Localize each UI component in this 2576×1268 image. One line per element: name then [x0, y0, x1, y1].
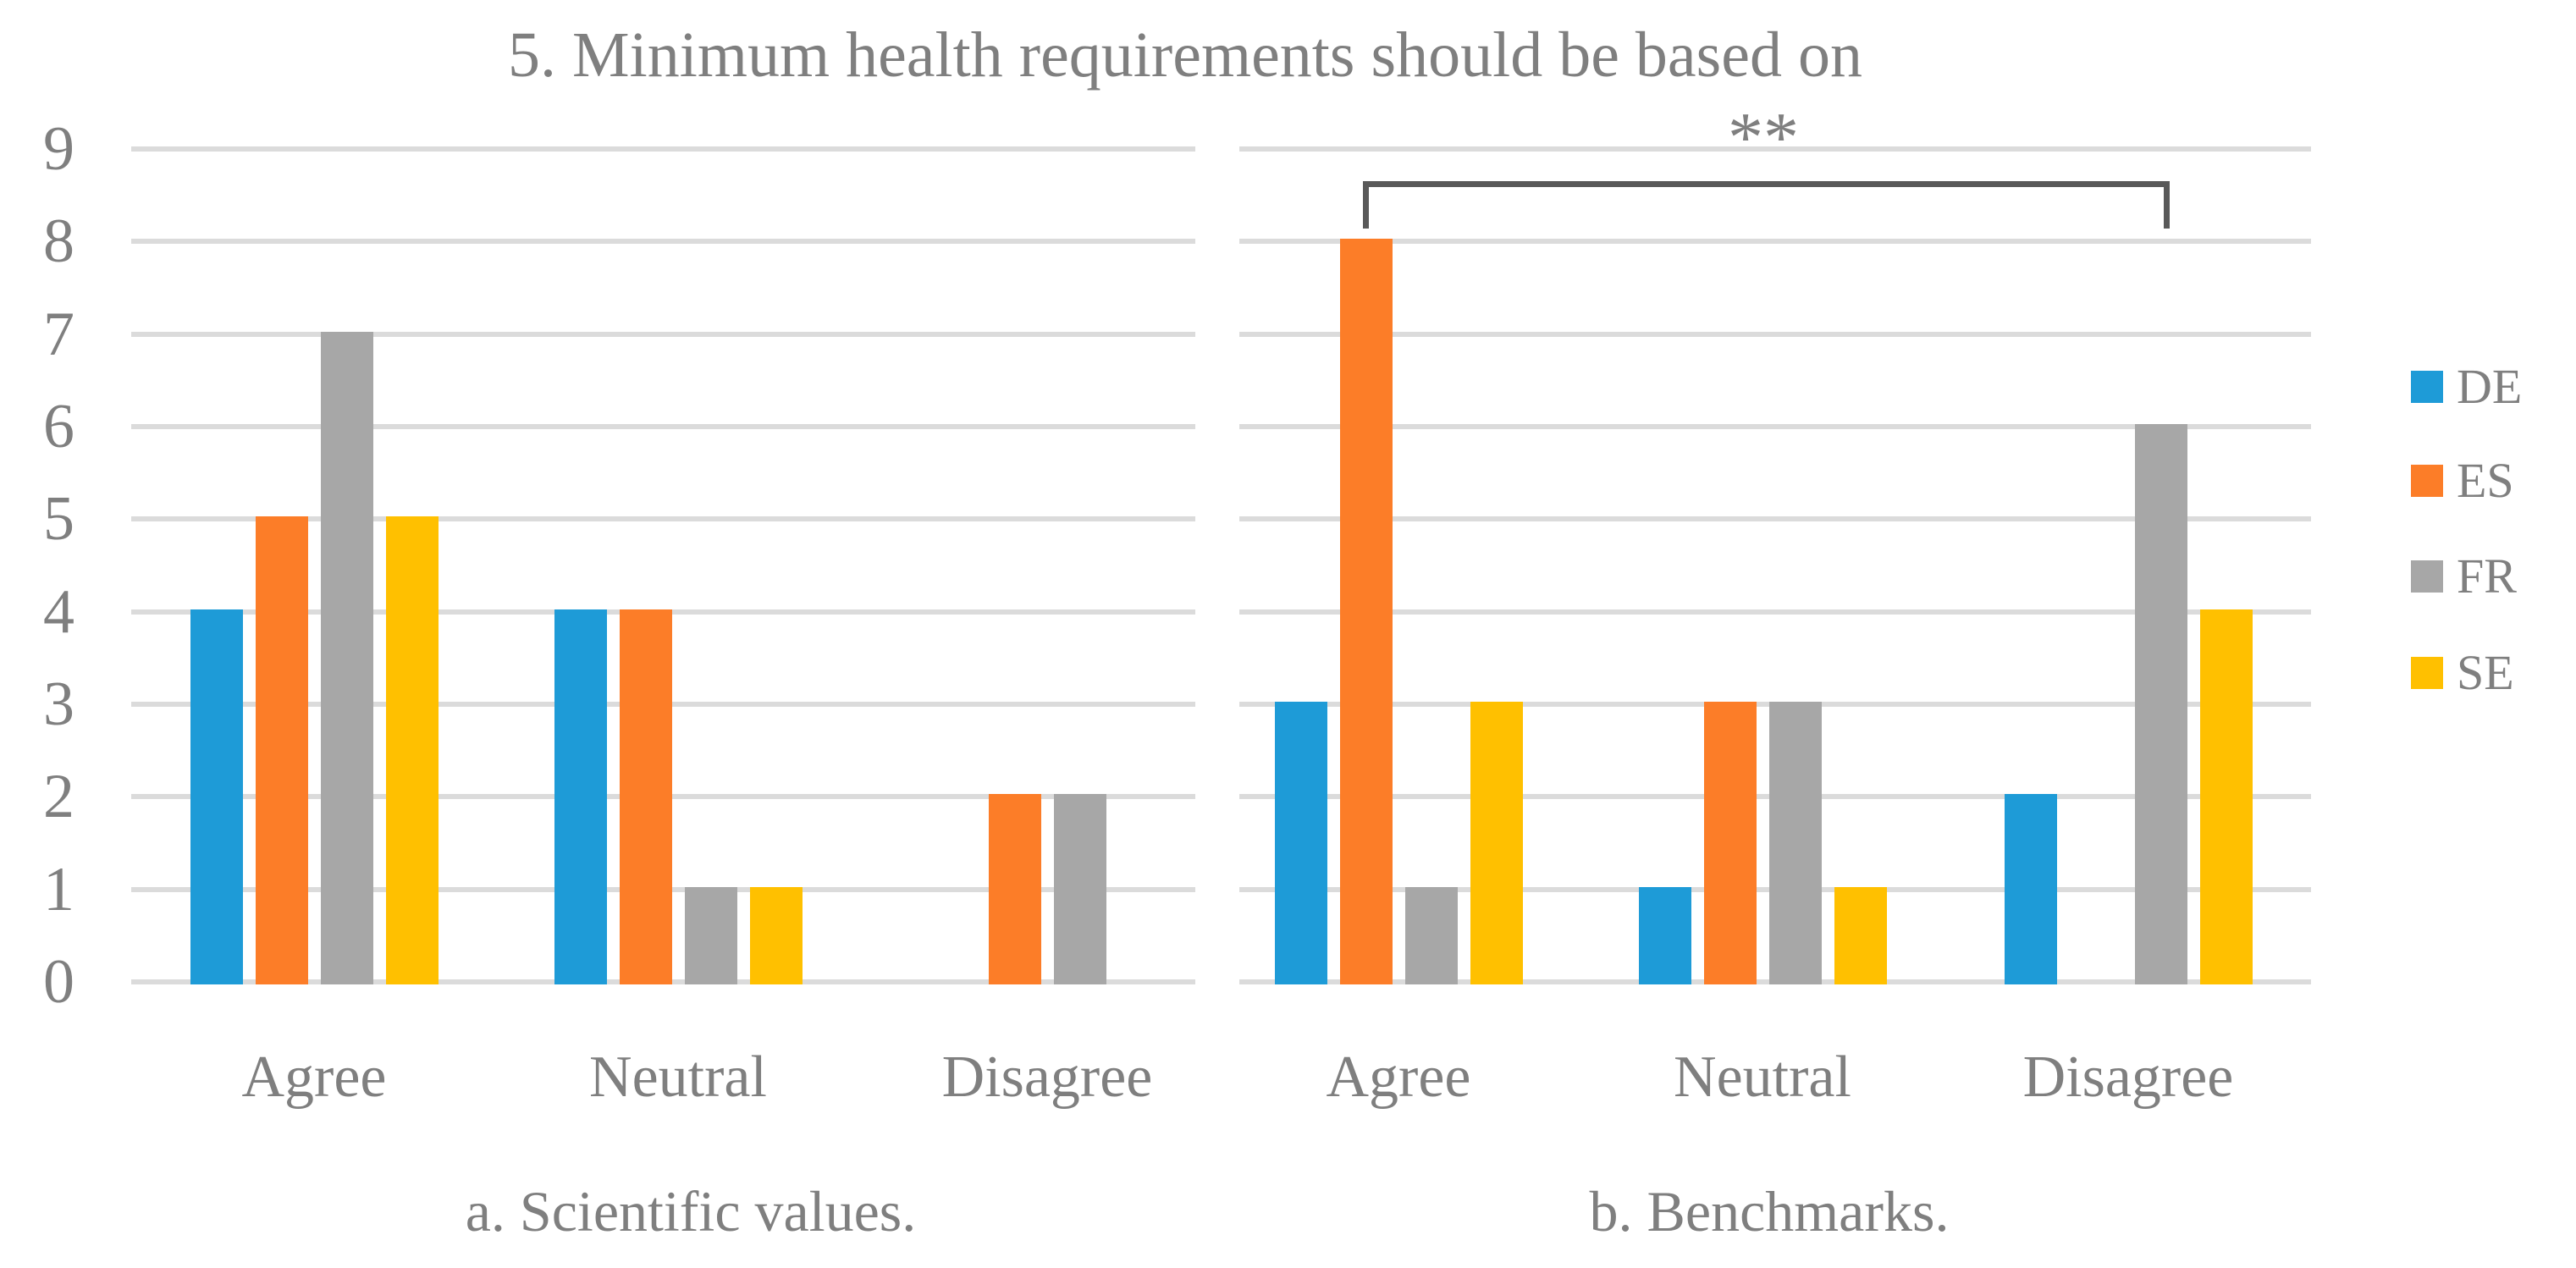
gridline [1239, 609, 2311, 615]
y-axis-tick-label: 8 [43, 207, 74, 277]
bar-DE-agree [1274, 702, 1327, 984]
bar-SE-disagree [2199, 609, 2253, 984]
category-label-neutral: Neutral [1674, 1045, 1851, 1110]
bar-SE-neutral [749, 886, 803, 984]
bar-DE-neutral [1638, 886, 1691, 984]
legend-label-DE: DE [2457, 359, 2523, 414]
y-axis-tick-label: 1 [43, 854, 74, 924]
category-label-disagree: Disagree [941, 1045, 1153, 1110]
y-axis-tick-label: 9 [43, 114, 74, 184]
legend-swatch-FR [2411, 560, 2443, 593]
bar-DE-disagree [2004, 794, 2057, 984]
legend-label-SE: SE [2457, 645, 2514, 700]
y-axis-tick-label: 3 [43, 670, 74, 739]
legend-swatch-DE [2411, 371, 2443, 403]
legend-label-ES: ES [2457, 453, 2514, 508]
bar-SE-agree [385, 516, 439, 984]
bar-FR-disagree [2134, 424, 2187, 984]
gridline [131, 146, 1195, 152]
bar-ES-agree [255, 516, 308, 984]
category-label-neutral: Neutral [589, 1045, 767, 1110]
bar-FR-agree [320, 331, 373, 984]
panel-caption: a. Scientific values. [465, 1179, 917, 1243]
bar-SE-neutral [1834, 886, 1887, 984]
legend-swatch-SE [2411, 657, 2443, 689]
bar-ES-agree [1339, 239, 1393, 984]
bar-DE-agree [190, 609, 243, 984]
gridline [1239, 331, 2311, 337]
gridline [1239, 239, 2311, 245]
category-label-agree: Agree [241, 1045, 387, 1110]
y-axis-tick-label: 5 [43, 484, 74, 554]
gridline [1239, 146, 2311, 152]
y-axis-tick-label: 0 [43, 947, 74, 1017]
y-axis-tick-label: 7 [43, 299, 74, 369]
bar-DE-neutral [554, 609, 607, 984]
legend-label-FR: FR [2457, 549, 2517, 604]
bar-FR-disagree [1053, 794, 1106, 984]
bar-ES-neutral [1703, 702, 1757, 984]
gridline [131, 331, 1195, 337]
bar-ES-disagree [988, 794, 1041, 984]
category-label-agree: Agree [1326, 1045, 1471, 1110]
gridline [1239, 516, 2311, 522]
bar-FR-agree [1404, 886, 1458, 984]
gridline [131, 516, 1195, 522]
legend-swatch-ES [2411, 465, 2443, 497]
panel-caption: b. Benchmarks. [1589, 1179, 1950, 1243]
bar-ES-neutral [619, 609, 672, 984]
gridline [131, 424, 1195, 429]
y-axis-tick-label: 6 [43, 392, 74, 461]
y-axis-tick-label: 4 [43, 576, 74, 647]
chart-title: 5. Minimum health requirements should be… [508, 19, 1862, 91]
y-axis-tick-label: 2 [43, 762, 74, 832]
bar-SE-agree [1470, 702, 1523, 984]
category-label-disagree: Disagree [2022, 1045, 2234, 1110]
significance-bracket [1363, 181, 2170, 229]
gridline [131, 239, 1195, 245]
bar-FR-neutral [684, 886, 737, 984]
gridline [1239, 424, 2311, 429]
bar-FR-neutral [1768, 702, 1822, 984]
significance-label: ** [1728, 98, 1799, 177]
